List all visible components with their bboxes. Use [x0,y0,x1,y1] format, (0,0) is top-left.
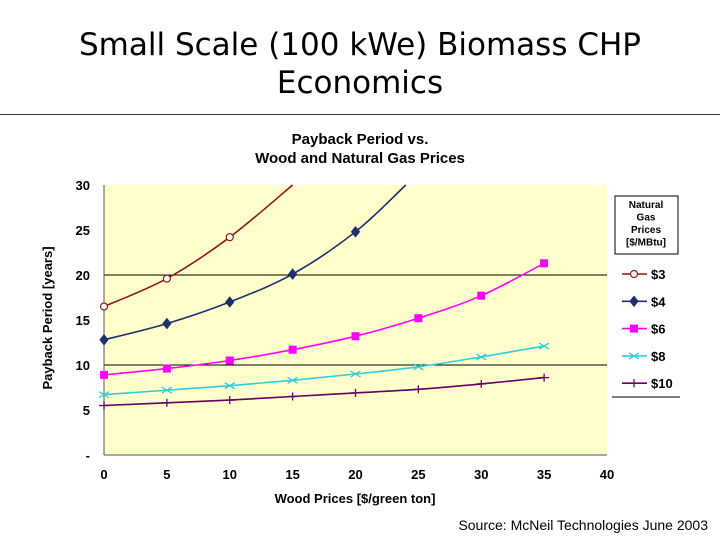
y-axis-label: Payback Period [years] [40,246,55,389]
data-point [287,268,298,280]
data-point [476,379,487,388]
legend-label: $10 [651,376,673,391]
data-point [225,233,234,242]
x-axis-label: Wood Prices [$/green ton] [275,491,436,506]
legend-title-line: [$/MBtu] [626,238,666,249]
data-point [162,364,171,373]
legend-title-line: Natural [629,200,664,211]
x-tick-label: 5 [163,467,170,482]
x-tick-label: 0 [100,467,107,482]
data-point [629,269,639,279]
y-tick-label: 5 [83,403,90,418]
data-point [287,376,298,384]
data-point [350,225,361,238]
data-point [225,356,234,365]
data-point [413,385,424,394]
x-tick-label: 20 [348,467,362,482]
data-point [538,342,550,350]
data-point [99,302,109,311]
series-usd8 [98,342,550,399]
series-usd3 [99,184,294,311]
data-point [413,363,424,371]
data-point [350,388,361,397]
series-line [103,345,545,396]
data-point [414,314,423,323]
legend-label: $3 [651,267,665,282]
legend-label: $4 [651,294,666,309]
data-point [477,291,486,300]
data-point [475,353,487,361]
data-point [224,382,236,390]
series-line [103,376,545,407]
series-line [103,184,294,308]
legend-item: $10 [622,376,673,391]
y-tick-label: 25 [76,223,90,238]
data-point [100,370,108,379]
data-point [629,295,639,308]
legend-item: $4 [622,294,666,309]
x-tick-label: 40 [600,467,614,482]
series-usd6 [100,259,549,379]
data-point [629,379,639,388]
data-point [161,386,173,394]
legend-title-line: Gas [637,213,656,224]
data-point [630,324,638,333]
data-point [351,332,360,341]
x-tick-label: 15 [285,467,299,482]
x-tick-label: 35 [537,467,551,482]
data-point [540,259,549,268]
legend-label: $6 [651,322,665,337]
y-tick-label: - [86,448,90,463]
data-point [224,396,235,405]
data-point [98,391,110,399]
data-point [350,370,361,378]
data-point [539,373,550,382]
data-point [288,345,297,354]
x-tick-label: 30 [474,467,488,482]
data-point [161,398,172,407]
slide-title-line2: Economics [276,65,444,101]
legend-item: $6 [622,322,665,337]
data-point [99,333,109,346]
legend-label: $8 [651,349,665,364]
y-tick-label: 15 [76,313,90,328]
y-tick-label: 10 [76,358,90,373]
series-usd4 [99,184,407,346]
data-point [628,352,640,360]
slide-title: Small Scale (100 kWe) Biomass CHP Econom… [0,26,720,102]
chart-title-line2: Wood and Natural Gas Prices [255,150,465,167]
series-usd10 [99,373,550,410]
data-point [287,392,298,401]
legend-item: $3 [622,267,665,282]
legend-title-box [614,195,679,255]
slide-title-line1: Small Scale (100 kWe) Biomass CHP [79,27,641,63]
source-note: Source: McNeil Technologies June 2003 [458,517,708,533]
series-line [103,184,407,341]
x-tick-label: 10 [223,467,237,482]
data-point [162,317,172,330]
title-divider [0,114,720,115]
legend-item: $8 [622,349,665,364]
data-point [99,401,109,410]
y-tick-label: 30 [76,178,90,193]
data-point [162,274,171,283]
y-tick-label: 20 [76,268,90,283]
x-tick-label: 25 [411,467,425,482]
legend-title-line: Prices [631,225,661,236]
data-point [225,296,235,308]
chart-title-line1: Payback Period vs. [292,131,429,148]
